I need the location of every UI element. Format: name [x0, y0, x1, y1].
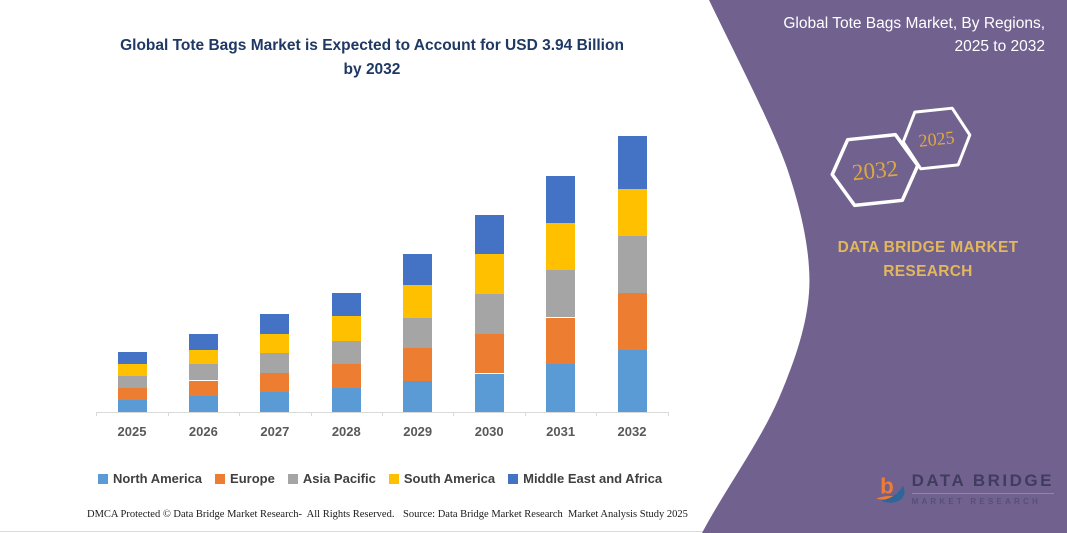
bar-segment-asia-pacific — [117, 375, 147, 389]
legend: North America Europe Asia Pacific South Ame… — [90, 471, 670, 486]
bar-segment-north-america — [331, 388, 361, 412]
bar-segment-middle-east-and-africa — [188, 334, 218, 350]
legend-swatch — [287, 473, 298, 484]
logo-tagline: MARKET RESEARCH — [911, 496, 1041, 506]
legend-item-asia-pacific: Asia Pacific — [287, 471, 376, 486]
x-axis-label-2026: 2026 — [188, 424, 218, 439]
panel-title: Global Tote Bags Market, By Regions, 202… — [783, 15, 1045, 56]
bar-segment-north-america — [188, 395, 218, 412]
bar-segment-middle-east-and-africa — [117, 351, 147, 364]
axis-tick — [310, 412, 312, 416]
logo-divider — [911, 492, 1054, 494]
legend-item-north-america: North America — [97, 471, 203, 486]
bar-segment-asia-pacific — [331, 341, 361, 365]
x-axis-label-2031: 2031 — [546, 424, 576, 439]
hexagon-2032: 2032 — [830, 132, 920, 208]
axis-tick — [596, 412, 598, 416]
bar-segment-middle-east-and-africa — [617, 136, 647, 190]
bar-segment-europe — [617, 293, 647, 350]
data-bridge-logo: b DATA BRIDGE MARKET RESEARCH — [874, 459, 1054, 517]
chart-title: Global Tote Bags Market is Expected to A… — [120, 37, 624, 79]
brand-heading: DATA BRIDGE MARKET RESEARCH — [837, 239, 1019, 281]
bar-segment-south-america — [260, 333, 290, 354]
legend-swatch — [215, 473, 226, 484]
bar-segment-asia-pacific — [188, 364, 218, 381]
axis-tick — [96, 412, 98, 416]
x-axis-label-2032: 2032 — [617, 424, 647, 439]
legend-label: Middle East and Africa — [523, 471, 663, 486]
bar-segment-europe — [260, 372, 290, 393]
axis-tick — [382, 412, 383, 416]
x-axis-label-2027: 2027 — [260, 424, 290, 439]
bar-segment-europe — [474, 334, 504, 374]
year-hexagons: 2025 2032 — [830, 106, 972, 208]
bar-segment-south-america — [474, 253, 504, 294]
legend-label: North America — [112, 471, 203, 486]
bar-segment-middle-east-and-africa — [260, 314, 290, 334]
bar-segment-north-america — [617, 349, 647, 412]
svg-text:b: b — [880, 474, 894, 499]
data-bridge-logo-icon: b — [876, 474, 905, 503]
bottom-divider — [0, 531, 1067, 532]
logo-text-block: DATA BRIDGE MARKET RESEARCH — [911, 470, 1054, 506]
axis-tick — [239, 412, 241, 416]
bar-segment-south-america — [617, 189, 647, 236]
axis-tick — [453, 412, 455, 416]
legend-swatch — [97, 473, 108, 484]
legend-item-south-america: South America — [388, 471, 496, 486]
bar-segment-south-america — [403, 285, 433, 319]
bar-segment-europe — [117, 388, 147, 401]
logo-name: DATA BRIDGE — [911, 470, 1054, 490]
legend-item-middle-east-and-africa: Middle East and Africa — [508, 471, 662, 486]
legend-label: Europe — [230, 471, 275, 486]
legend-swatch — [508, 473, 519, 484]
hexagon-2025-label: 2025 — [918, 127, 956, 151]
bar-segment-middle-east-and-africa — [331, 293, 361, 317]
bar-segment-north-america — [546, 364, 576, 412]
bar-segment-europe — [403, 348, 433, 382]
bar-segment-south-america — [331, 316, 361, 342]
bar-segment-north-america — [403, 381, 433, 412]
bar-segment-south-america — [546, 223, 576, 270]
x-axis-label-2028: 2028 — [331, 424, 361, 439]
plot-area: 2025 2026 2027 2028 2029 2030 2031 2032 — [96, 136, 669, 439]
bar-segment-europe — [546, 317, 576, 365]
bar-segment-asia-pacific — [617, 235, 647, 293]
bar-segment-middle-east-and-africa — [403, 253, 433, 286]
bar-segment-europe — [188, 380, 218, 396]
footer-source-text: Source: Data Bridge Market Research Mark… — [403, 509, 688, 520]
bar-segment-south-america — [117, 363, 147, 376]
bar-segment-middle-east-and-africa — [546, 176, 576, 223]
x-axis-label-2025: 2025 — [117, 424, 147, 439]
legend-label: South America — [403, 471, 496, 486]
bar-segment-north-america — [474, 373, 504, 412]
bar-segment-north-america — [260, 392, 290, 412]
footer-dmca-text: DMCA Protected © Data Bridge Market Rese… — [87, 509, 395, 520]
bar-segment-middle-east-and-africa — [474, 215, 504, 254]
axis-tick — [524, 412, 526, 416]
x-axis-label-2030: 2030 — [474, 424, 504, 439]
x-axis-label-2029: 2029 — [403, 424, 433, 439]
bar-segment-asia-pacific — [546, 269, 576, 318]
legend-swatch — [388, 473, 399, 484]
bar-segment-europe — [331, 364, 361, 389]
legend-item-europe: Europe — [215, 471, 275, 486]
bar-segment-south-america — [188, 349, 218, 365]
axis-tick — [167, 412, 169, 416]
legend-label: Asia Pacific — [302, 471, 376, 486]
bar-segment-asia-pacific — [474, 293, 504, 335]
bar-segment-north-america — [117, 400, 147, 412]
hexagon-2032-label: 2032 — [851, 156, 899, 186]
axis-tick — [667, 412, 669, 416]
bar-segment-asia-pacific — [403, 318, 433, 349]
bar-segment-asia-pacific — [260, 353, 290, 373]
